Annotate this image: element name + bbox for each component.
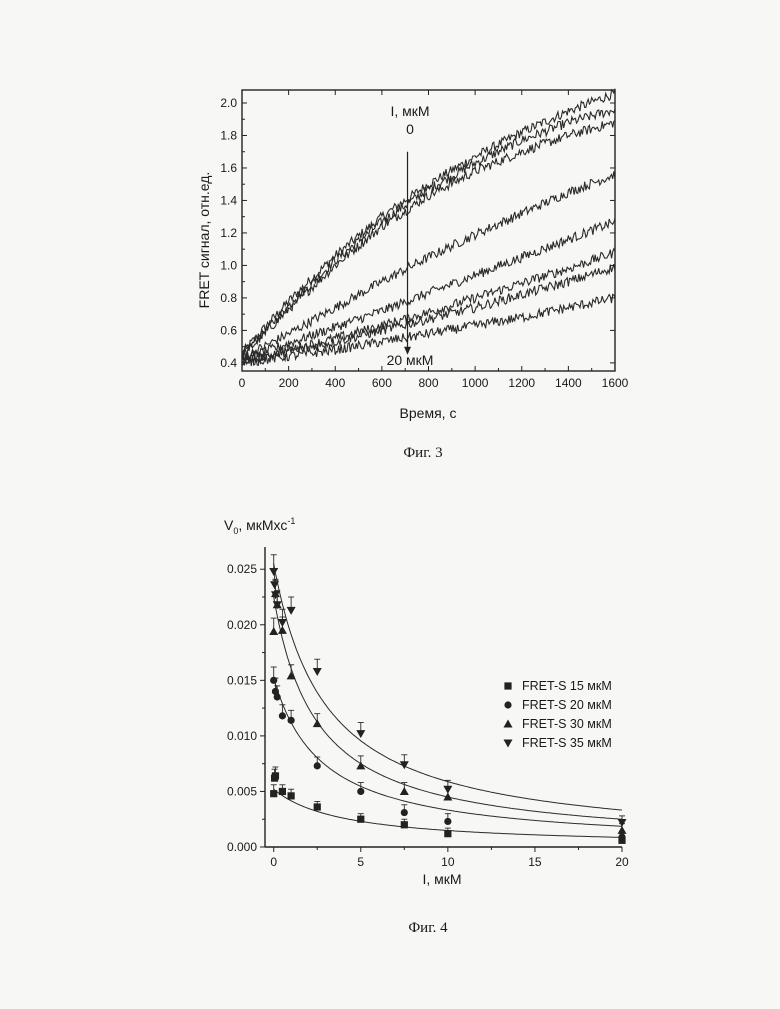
fig3-y-tick-label: 0.4	[220, 356, 237, 370]
fig4-caption: Фиг. 4	[408, 920, 448, 936]
fig3-chart: 0 200 400 600 800 1000 1200 1400 1600 0.4 0.6 0.8 1…	[196, 89, 629, 461]
fig4-point-triangle-down	[287, 607, 296, 615]
fig3-y-tick-label: 0.8	[220, 291, 237, 305]
fig4-point-triangle-down	[356, 730, 365, 738]
fig4-point-triangle-down	[313, 668, 322, 676]
fig3-y-tick-label: 2.0	[220, 96, 237, 110]
fig4-legend-marker-triangle-down	[504, 740, 513, 748]
fig4-x-tick-label: 0	[270, 855, 277, 869]
fig4-legend-label: FRET-S 30 мкМ	[522, 717, 612, 731]
fig4-point-square	[401, 821, 408, 828]
fig3-y-tick-label: 1.2	[220, 226, 237, 240]
fig4-y-tick-label: 0.010	[227, 729, 257, 743]
fig4-y-axis: 0.000 0.005 0.010 0.015 0.020 0.025	[227, 562, 265, 854]
fig4-x-tick-label: 10	[441, 855, 455, 869]
fig4-point-triangle-up	[287, 671, 296, 679]
fig3-y-tick-label: 1.6	[220, 161, 237, 175]
fig4-point-circle	[618, 833, 625, 840]
fig4-legend-label: FRET-S 20 мкМ	[522, 698, 612, 712]
fig4-point-circle	[401, 809, 408, 816]
fig4-point-circle	[314, 762, 321, 769]
fig3-x-tick-label: 400	[325, 376, 345, 390]
fig3-x-axis-title: Время, с	[400, 405, 457, 421]
fig4-point-circle	[279, 712, 286, 719]
fig4-point-circle	[288, 717, 295, 724]
fig4-point-triangle-up	[313, 719, 322, 727]
fig4-legend-marker-circle	[504, 701, 511, 708]
fig4-point-square	[314, 803, 321, 810]
fig4-point-square	[270, 790, 277, 797]
fig3-y-tick-label: 1.8	[220, 128, 237, 142]
fig3-x-tick-label: 800	[418, 376, 438, 390]
fig4-legend-label: FRET-S 35 мкМ	[522, 736, 612, 750]
fig3-x-tick-label: 200	[279, 376, 299, 390]
fig3-x-tick-label: 1400	[555, 376, 582, 390]
fig4-y-tick-label: 0.015	[227, 673, 257, 687]
fig3-y-tick-label: 1.4	[220, 193, 237, 207]
fig3-x-tick-label: 1200	[508, 376, 535, 390]
fig4-y-tick-label: 0.000	[227, 840, 257, 854]
fig3-arrow-label: I, мкМ	[390, 103, 429, 119]
fig3-arrow-top-value: 0	[406, 121, 414, 137]
fig4-point-square	[272, 772, 279, 779]
fig4-y-tick-label: 0.020	[227, 618, 257, 632]
fig3-x-tick-label: 1000	[462, 376, 489, 390]
fig3-arrow-bottom-value: 20 мкМ	[387, 352, 434, 368]
fig4-point-square	[279, 788, 286, 795]
fig4-chart: 05101520 0.0000.0050.0100.0150.0200.025 …	[224, 516, 629, 936]
fig3-x-tick-label: 0	[239, 376, 246, 390]
fig4-x-tick-label: 20	[615, 855, 629, 869]
fig4-y-tick-label: 0.025	[227, 562, 257, 576]
fig4-point-square	[357, 816, 364, 823]
fig4-point-triangle-down	[400, 761, 409, 769]
fig3-trace-3	[242, 121, 615, 360]
fig4-legend: FRET-S 15 мкМ FRET-S 20 мкМ FRET-S 30 мкМ F…	[504, 679, 612, 750]
fig4-x-tick-label: 5	[357, 855, 364, 869]
fig3-trace-2	[242, 109, 615, 352]
fig3-traces	[242, 89, 615, 367]
fig3-caption: Фиг. 3	[403, 445, 442, 461]
fig3-x-tick-label: 600	[372, 376, 392, 390]
fig4-point-triangle-down	[443, 786, 452, 794]
fig4-y-axis-title: V0, мкМхс-1	[224, 516, 295, 536]
fig4-point-circle	[357, 788, 364, 795]
fig4-legend-marker-square	[504, 682, 511, 689]
fig4-legend-marker-triangle-up	[504, 720, 513, 728]
fig3-x-tick-label: 1600	[602, 376, 629, 390]
fig4-point-circle	[444, 818, 451, 825]
fig4-x-tick-label: 15	[528, 855, 542, 869]
fig3-y-tick-label: 0.6	[220, 323, 237, 337]
fig4-point-triangle-up	[269, 627, 278, 635]
fig3-concentration-arrow	[404, 152, 411, 355]
fig4-point-triangle-up	[400, 787, 409, 795]
fig3-y-axis: 0.4 0.6 0.8 1.0 1.2 1.4 1.6 1.8 2.0	[220, 96, 615, 370]
fig4-legend-label: FRET-S 15 мкМ	[522, 679, 612, 693]
fig3-y-axis-title: FRET сигнал, отн.ед.	[196, 172, 212, 309]
fig3-y-tick-label: 1.0	[220, 258, 237, 272]
fig4-point-circle	[274, 693, 281, 700]
fig3-trace-5	[242, 218, 615, 361]
fig4-point-square	[444, 830, 451, 837]
fig4-x-axis-title: I, мкМ	[422, 871, 461, 887]
fig4-y-tick-label: 0.005	[227, 784, 257, 798]
fig4-point-square	[288, 792, 295, 799]
fig4-x-axis: 0 5 10 15 20	[270, 847, 629, 869]
fig3-plot-frame	[242, 90, 615, 371]
